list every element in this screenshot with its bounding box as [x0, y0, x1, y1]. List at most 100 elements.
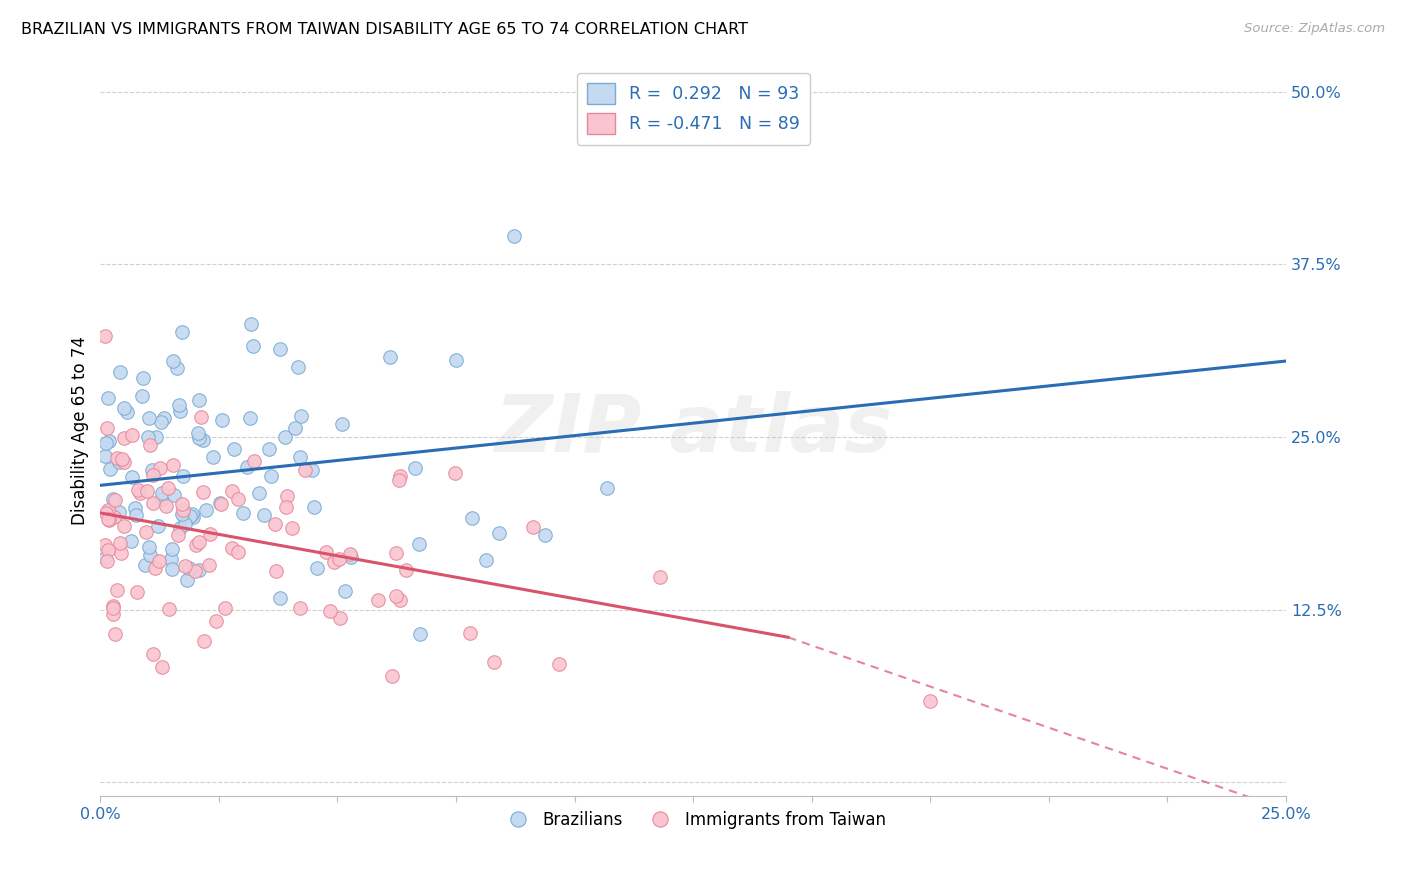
Point — [276, 489, 298, 503]
Point — [98, 434, 121, 449]
Point — [214, 600, 236, 615]
Point — [236, 460, 259, 475]
Point — [96, 554, 118, 568]
Point — [187, 432, 209, 446]
Point — [290, 450, 312, 464]
Point — [136, 429, 159, 443]
Point — [193, 634, 215, 648]
Point — [169, 521, 191, 535]
Point — [121, 428, 143, 442]
Point — [339, 547, 361, 561]
Point — [322, 555, 344, 569]
Point — [287, 359, 309, 374]
Point — [197, 558, 219, 572]
Point — [112, 455, 135, 469]
Point — [96, 420, 118, 434]
Point — [187, 392, 209, 407]
Point — [221, 541, 243, 556]
Point — [105, 450, 128, 465]
Point — [260, 469, 283, 483]
Point — [172, 503, 194, 517]
Point — [194, 502, 217, 516]
Point — [111, 451, 134, 466]
Point — [276, 500, 298, 514]
Point — [115, 405, 138, 419]
Point — [333, 583, 356, 598]
Point — [120, 534, 142, 549]
Point — [198, 526, 221, 541]
Point — [143, 561, 166, 575]
Point — [170, 325, 193, 339]
Point — [488, 526, 510, 541]
Point — [340, 550, 363, 565]
Point — [190, 409, 212, 424]
Point — [183, 564, 205, 578]
Point — [131, 389, 153, 403]
Point — [211, 413, 233, 427]
Point — [264, 564, 287, 578]
Point — [179, 509, 201, 524]
Text: ZIP atlas: ZIP atlas — [494, 391, 893, 469]
Point — [142, 496, 165, 510]
Point — [240, 317, 263, 331]
Point — [138, 437, 160, 451]
Point — [176, 573, 198, 587]
Point — [226, 544, 249, 558]
Point — [103, 607, 125, 621]
Point — [132, 370, 155, 384]
Point — [94, 435, 117, 450]
Point — [394, 563, 416, 577]
Point — [193, 484, 215, 499]
Point — [136, 483, 159, 498]
Point — [127, 483, 149, 498]
Point — [173, 508, 195, 523]
Point — [404, 461, 426, 475]
Point — [228, 491, 250, 506]
Point — [222, 442, 245, 456]
Point — [103, 492, 125, 507]
Point — [167, 528, 190, 542]
Point — [169, 398, 191, 412]
Point — [328, 552, 350, 566]
Point — [381, 668, 404, 682]
Point — [139, 548, 162, 562]
Point — [221, 483, 243, 498]
Point — [387, 473, 409, 487]
Point — [145, 430, 167, 444]
Point — [108, 535, 131, 549]
Point — [187, 534, 209, 549]
Point — [97, 513, 120, 527]
Point — [160, 541, 183, 556]
Point — [389, 469, 412, 483]
Point — [124, 501, 146, 516]
Point — [94, 449, 117, 463]
Point — [280, 521, 302, 535]
Point — [264, 516, 287, 531]
Point — [242, 454, 264, 468]
Point — [187, 425, 209, 440]
Point — [181, 508, 204, 522]
Point — [389, 592, 412, 607]
Point — [301, 463, 323, 477]
Point — [148, 554, 170, 568]
Point — [172, 469, 194, 483]
Point — [142, 468, 165, 483]
Point — [482, 655, 505, 669]
Point — [288, 601, 311, 615]
Point — [367, 592, 389, 607]
Point — [188, 563, 211, 577]
Point — [172, 507, 194, 521]
Point — [103, 509, 125, 524]
Point — [97, 503, 120, 517]
Point — [502, 228, 524, 243]
Legend: Brazilians, Immigrants from Taiwan: Brazilians, Immigrants from Taiwan — [494, 804, 893, 835]
Point — [257, 442, 280, 457]
Point — [150, 485, 173, 500]
Point — [329, 611, 352, 625]
Point — [142, 648, 165, 662]
Point — [98, 462, 121, 476]
Point — [166, 361, 188, 376]
Point — [330, 417, 353, 431]
Point — [112, 431, 135, 445]
Point — [170, 497, 193, 511]
